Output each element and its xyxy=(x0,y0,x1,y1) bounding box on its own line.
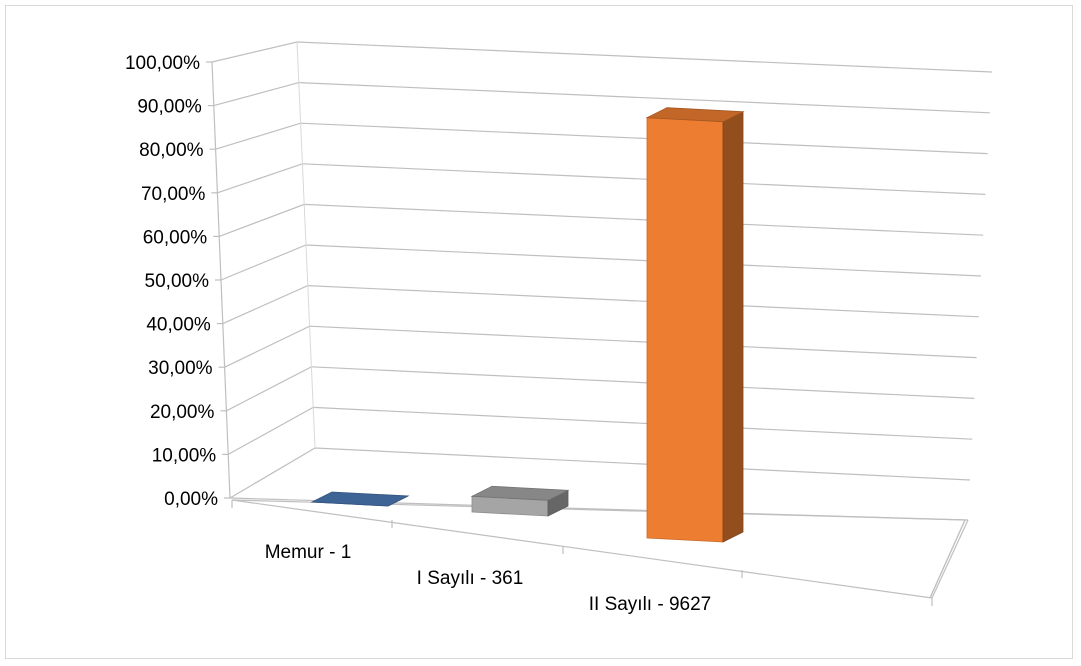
x-category-label: Memur - 1 xyxy=(265,542,352,563)
gridline xyxy=(217,163,986,195)
x-category-label: II Sayılı - 9627 xyxy=(589,594,712,615)
back-wall-edge xyxy=(296,41,316,449)
y-tick-label: 100,00% xyxy=(125,53,200,74)
y-tick-label: 20,00% xyxy=(150,402,215,423)
floor-front-diagonal xyxy=(231,499,933,599)
y-tick-label: 30,00% xyxy=(148,358,213,379)
gridline xyxy=(222,284,979,325)
y-tick-label: 50,00% xyxy=(145,271,210,292)
y-tick-label: 60,00% xyxy=(143,227,208,248)
bar-top-face xyxy=(645,107,745,123)
y-tick-label: 10,00% xyxy=(152,445,217,466)
chart-frame xyxy=(5,5,1073,659)
y-tick-label: 70,00% xyxy=(141,184,206,205)
gridlines xyxy=(211,41,993,499)
gridline xyxy=(220,244,982,281)
gridline xyxy=(227,406,973,455)
gridline xyxy=(229,447,971,499)
y-tick-label: 0,00% xyxy=(164,489,218,510)
gridline xyxy=(211,41,993,73)
floor-right-edge xyxy=(929,519,966,599)
gridline xyxy=(224,325,977,368)
axes xyxy=(206,41,969,606)
x-axis-category-labels: Memur - 1 I Sayılı - 361 II Sayılı - 9627 xyxy=(265,542,712,615)
bar-top-face xyxy=(310,491,410,507)
bar-1 xyxy=(310,491,410,507)
bars xyxy=(310,107,745,543)
floor-right-diagonal xyxy=(931,519,969,599)
gridline xyxy=(226,366,975,412)
y-tick-label: 40,00% xyxy=(146,315,211,336)
y-tick-label: 80,00% xyxy=(139,140,204,161)
bar-front-face xyxy=(646,117,724,543)
bar-top-face xyxy=(470,485,570,501)
y-axis-tick-labels: 0,00% 10,00% 20,00% 30,00% 40,00% 50,00% 60,00… xyxy=(125,53,218,510)
gridline xyxy=(213,81,990,114)
bar-side-face xyxy=(722,111,744,543)
gridline xyxy=(218,203,984,237)
bar-3 xyxy=(645,107,745,543)
gridline xyxy=(215,122,988,155)
y-tick-label: 90,00% xyxy=(137,97,202,118)
bar-2 xyxy=(470,485,570,517)
x-category-label: I Sayılı - 361 xyxy=(417,568,524,589)
